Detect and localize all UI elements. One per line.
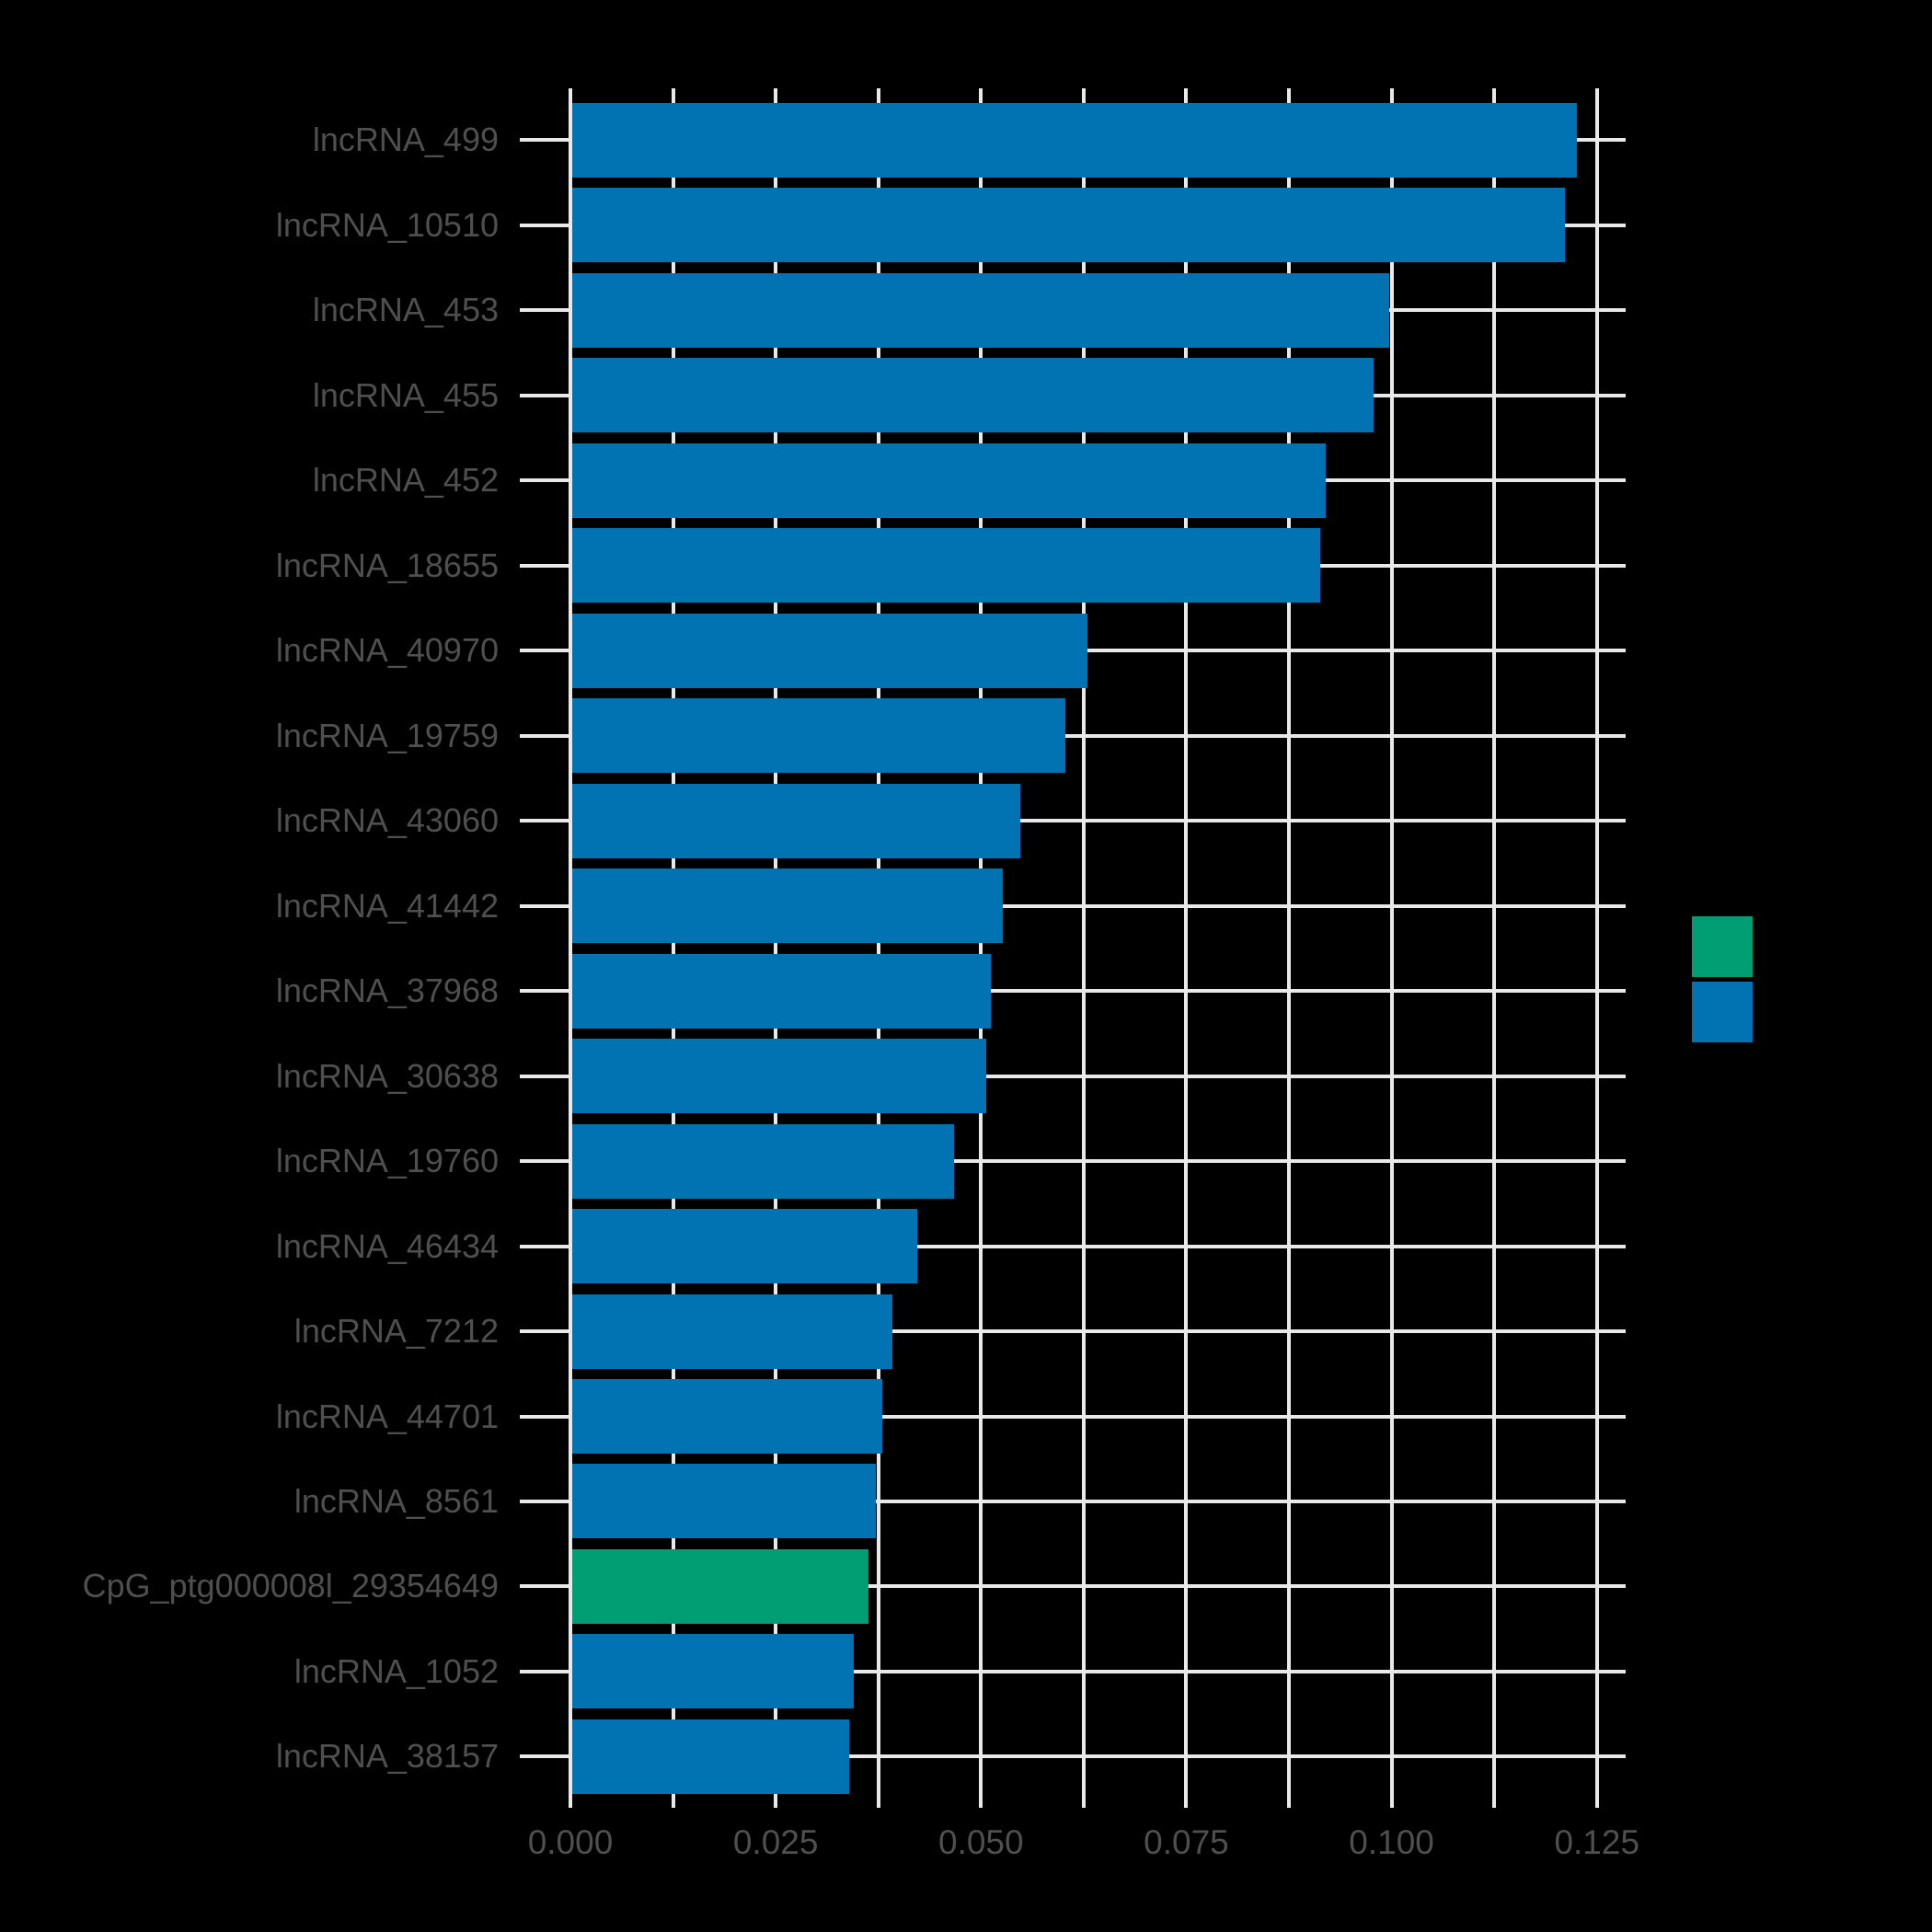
bar <box>572 613 1087 688</box>
y-tick <box>520 393 569 397</box>
y-gridline <box>570 1499 1626 1503</box>
x-gridline <box>1389 88 1394 1808</box>
bar <box>572 1123 954 1199</box>
y-tick-label: lncRNA_1052 <box>293 1651 499 1690</box>
x-tick-label: 0.000 <box>527 1823 614 1861</box>
y-gridline <box>570 1074 1626 1078</box>
bar <box>572 1548 868 1624</box>
y-gridline <box>570 1414 1626 1419</box>
y-tick <box>520 308 569 313</box>
y-tick-label: lncRNA_37968 <box>275 972 499 1010</box>
x-gridline <box>1081 88 1086 1808</box>
y-tick <box>520 1584 569 1589</box>
y-tick <box>520 1329 569 1334</box>
y-tick <box>520 733 569 738</box>
y-tick <box>520 649 569 653</box>
y-tick-label: lncRNA_41442 <box>275 886 499 925</box>
y-tick-label: lncRNA_44701 <box>275 1397 499 1435</box>
bar <box>572 528 1320 604</box>
x-gridline <box>1287 88 1292 1808</box>
y-tick-label: lncRNA_46434 <box>275 1226 499 1265</box>
bar <box>572 443 1326 518</box>
bar <box>572 272 1389 348</box>
y-tick <box>520 138 569 143</box>
y-tick <box>520 1074 569 1078</box>
x-gridline <box>1492 88 1497 1808</box>
bar <box>572 1464 876 1539</box>
y-tick <box>520 989 569 994</box>
bar <box>572 102 1577 178</box>
y-tick-label: lncRNA_8561 <box>293 1481 499 1520</box>
x-tick-label: 0.100 <box>1349 1823 1434 1861</box>
y-tick-label: lncRNA_30638 <box>275 1056 499 1095</box>
y-tick <box>520 563 569 568</box>
y-tick <box>520 1754 569 1759</box>
y-tick-label: lncRNA_40970 <box>275 631 499 670</box>
y-tick <box>520 1669 569 1673</box>
y-gridline <box>570 989 1626 994</box>
x-gridline <box>671 88 675 1808</box>
y-tick-label: lncRNA_10510 <box>275 205 499 244</box>
bar <box>572 358 1374 433</box>
y-gridline <box>570 1584 1626 1589</box>
y-tick <box>520 223 569 227</box>
y-tick-label: lncRNA_19760 <box>275 1142 499 1180</box>
bar <box>572 1719 849 1794</box>
bar <box>572 1209 917 1284</box>
legend-swatch-default <box>1692 982 1753 1042</box>
y-gridline <box>570 1669 1626 1673</box>
y-tick-label: lncRNA_43060 <box>275 801 499 840</box>
y-tick <box>520 1414 569 1419</box>
y-tick-label: lncRNA_455 <box>312 375 499 414</box>
x-tick-label: 0.025 <box>732 1823 819 1861</box>
y-gridline <box>570 819 1626 823</box>
y-gridline <box>570 1244 1626 1248</box>
x-tick-label: 0.125 <box>1554 1823 1640 1861</box>
y-tick <box>520 819 569 823</box>
x-gridline <box>979 88 983 1808</box>
bar <box>572 1039 986 1114</box>
x-tick-label: 0.075 <box>1144 1823 1229 1861</box>
y-gridline <box>570 903 1626 908</box>
bar <box>572 1294 892 1369</box>
bar <box>572 868 1003 944</box>
bar <box>572 1379 882 1454</box>
x-tick-label: 0.050 <box>938 1823 1024 1861</box>
bar <box>572 188 1565 263</box>
bar <box>572 783 1020 858</box>
y-tick <box>520 903 569 908</box>
y-tick-label: lncRNA_453 <box>312 291 499 329</box>
bar <box>572 953 991 1029</box>
y-tick-label: lncRNA_19759 <box>275 716 499 754</box>
y-tick-label: lncRNA_7212 <box>293 1312 499 1351</box>
y-tick <box>520 478 569 483</box>
y-tick-label: CpG_ptg000008l_29354649 <box>82 1567 499 1605</box>
legend-swatch-highlight <box>1692 916 1753 977</box>
y-tick <box>520 1244 569 1248</box>
y-gridline <box>570 733 1626 738</box>
y-gridline <box>570 649 1626 653</box>
y-tick-label: lncRNA_452 <box>312 461 499 500</box>
y-tick <box>520 1159 569 1164</box>
x-gridline <box>774 88 778 1808</box>
x-gridline <box>1184 88 1189 1808</box>
y-tick-label: lncRNA_38157 <box>275 1737 499 1776</box>
y-tick <box>520 1499 569 1503</box>
y-gridline <box>570 1329 1626 1334</box>
bar <box>572 698 1065 774</box>
y-axis-spine <box>569 88 572 1808</box>
bar <box>572 1634 854 1709</box>
y-tick-label: lncRNA_499 <box>312 121 499 159</box>
y-gridline <box>570 1159 1626 1164</box>
x-gridline <box>876 88 880 1808</box>
x-gridline <box>1594 88 1599 1808</box>
y-tick-label: lncRNA_18655 <box>275 546 499 584</box>
y-gridline <box>570 1754 1626 1759</box>
